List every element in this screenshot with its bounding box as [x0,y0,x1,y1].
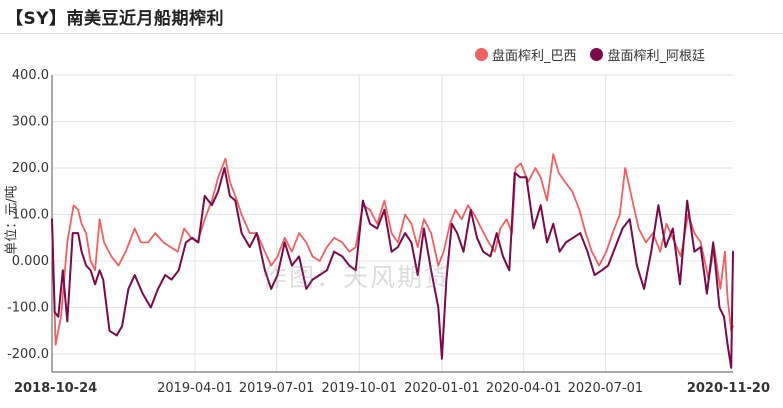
y-tick-label: 200.0 [12,161,49,176]
axes: 400.0 300.0 200.0 100.0 0.000 -100.0 -200.0 201… [7,68,770,396]
grid-lines [52,74,733,372]
x-tick-label: 2019-04-01 [157,381,233,396]
y-tick-label: 300.0 [12,115,49,130]
series-line-brazil [51,153,734,346]
x-tick-label: 2020-11-20 [687,381,770,396]
title-divider [0,33,783,34]
series-lines [51,153,734,369]
y-tick-label: 400.0 [12,68,49,83]
x-tick-label: 2018-10-24 [14,381,97,396]
series-line-argentina [51,167,734,369]
x-tick-label: 2019-10-01 [321,381,397,396]
y-tick-label: -200.0 [7,347,49,362]
x-tick-label: 2020-07-01 [568,381,644,396]
y-tick-label: 100.0 [12,208,49,223]
legend-marker-brazil [474,48,488,61]
y-tick-label: 0.000 [12,254,49,269]
watermark: 作图：天风期货 [262,263,452,292]
legend-item-argentina[interactable]: 盘面榨利_阿根廷 [590,45,705,64]
legend-label-argentina: 盘面榨利_阿根廷 [607,49,705,64]
legend-label-brazil: 盘面榨利_巴西 [491,49,577,64]
x-tick-label: 2020-01-01 [404,381,480,396]
y-tick-label: -100.0 [7,301,49,316]
legend-item-brazil[interactable]: 盘面榨利_巴西 [474,45,577,64]
x-tick-label: 2020-04-01 [486,381,562,396]
x-tick-label: 2019-07-01 [239,381,315,396]
chart-legend: 盘面榨利_巴西 盘面榨利_阿根廷 [474,45,705,64]
y-axis-label: 单位：元/吨 [4,185,20,255]
chart-title: 【SY】南美豆近月船期榨利 [6,9,225,29]
legend-marker-argentina [590,48,604,61]
